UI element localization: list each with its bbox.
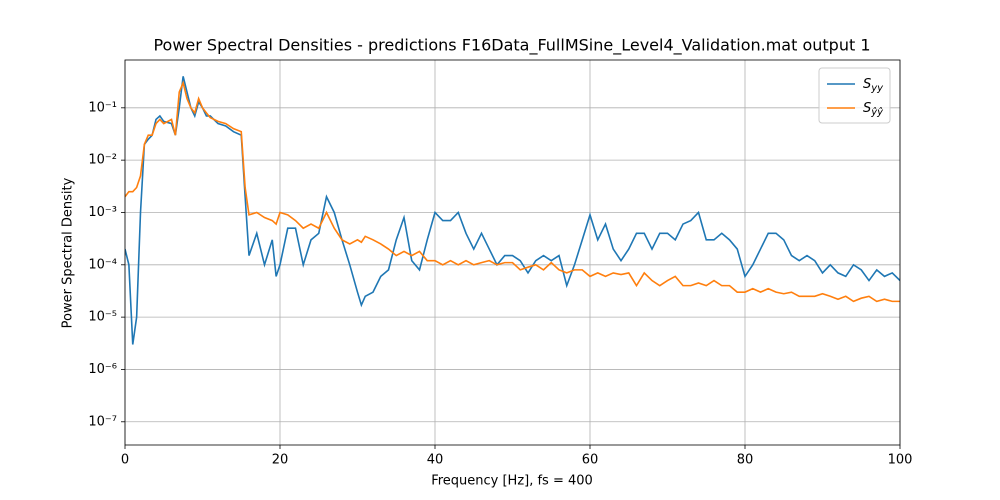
y-tick-label: 10⁻⁶ xyxy=(88,362,117,377)
legend-label: Syy xyxy=(863,77,884,95)
x-axis-label: Frequency [Hz], fs = 400 xyxy=(431,474,593,489)
series-line xyxy=(125,76,900,345)
x-tick-label: 0 xyxy=(121,453,129,468)
y-tick-label: 10⁻³ xyxy=(88,205,117,220)
y-tick-label: 10⁻⁵ xyxy=(88,310,117,325)
x-tick-label: 20 xyxy=(272,453,289,468)
plot-frame xyxy=(124,59,901,446)
legend-sub: ŷŷ xyxy=(870,106,884,118)
series-line xyxy=(125,80,900,303)
y-axis-label: Power Spectral Density xyxy=(61,177,76,328)
x-tick-label: 40 xyxy=(427,453,444,468)
legend-sub: yy xyxy=(870,83,884,94)
legend-box xyxy=(818,67,891,124)
legend-main: S xyxy=(863,77,871,92)
y-tick-label: 10⁻⁷ xyxy=(88,414,117,429)
y-tick-label: 10⁻⁴ xyxy=(88,257,117,272)
x-tick-label: 60 xyxy=(582,453,599,468)
grid xyxy=(124,60,901,445)
y-tick-label: 10⁻¹ xyxy=(88,100,117,115)
legend-main: S xyxy=(863,101,871,116)
chart-title: Power Spectral Densities - predictions F… xyxy=(153,36,870,56)
y-tick-label: 10⁻² xyxy=(88,153,117,168)
legend-label: Sŷŷ xyxy=(863,101,884,119)
x-tick-label: 80 xyxy=(737,453,754,468)
x-tick-label: 100 xyxy=(888,453,913,468)
